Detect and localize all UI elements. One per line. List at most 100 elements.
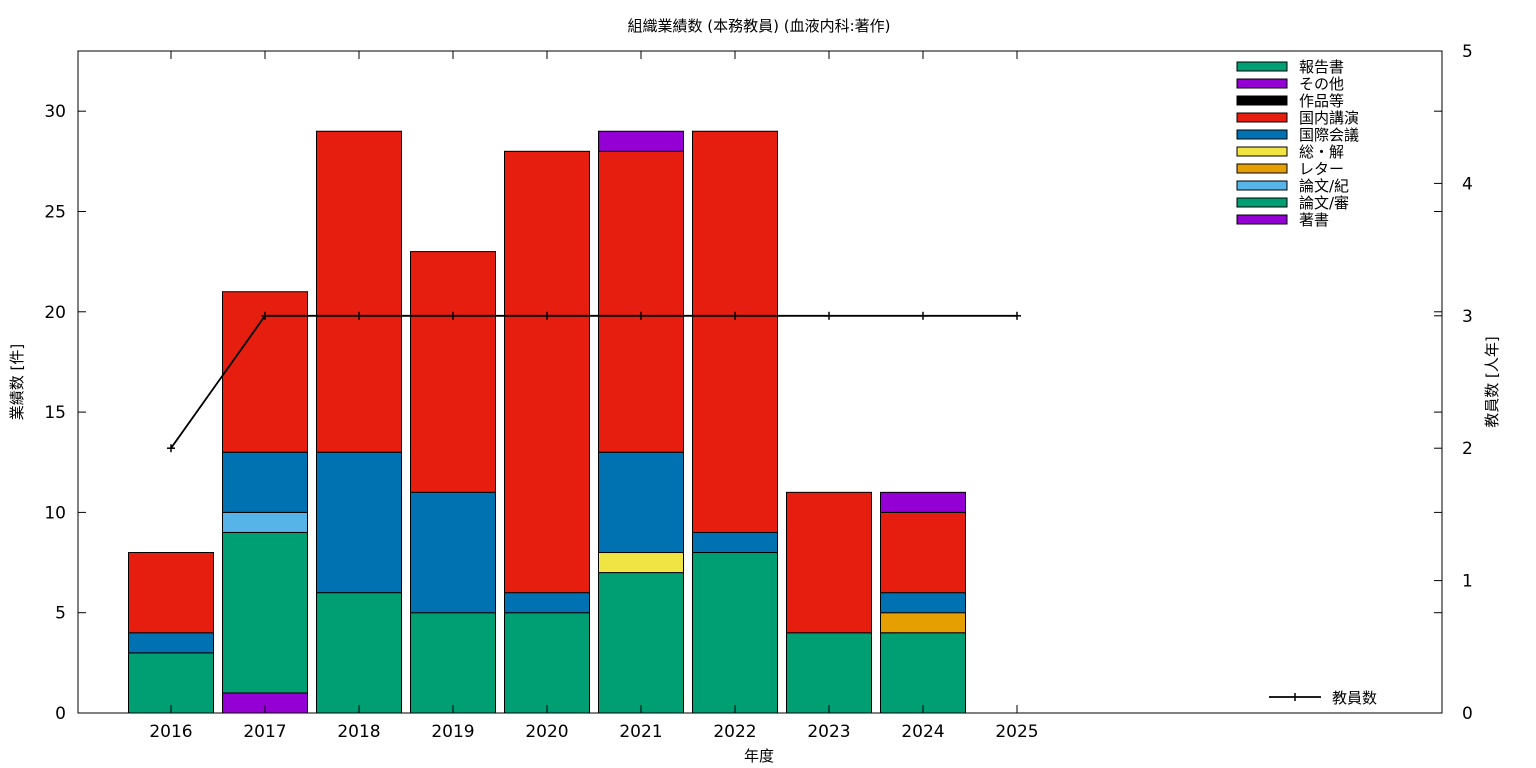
- x-tick-label: 2021: [619, 722, 662, 742]
- legend-item: 総・解: [1236, 143, 1344, 161]
- legend-label: その他: [1299, 75, 1344, 93]
- bar-segment: [128, 632, 214, 654]
- y-tick-label: 15: [44, 403, 66, 423]
- legend-item: その他: [1236, 75, 1344, 93]
- legend-label: 著書: [1299, 211, 1329, 229]
- x-tick-label: 2018: [337, 722, 380, 742]
- line-point: [637, 311, 645, 320]
- legend-label: レター: [1299, 160, 1344, 178]
- legend-item: 作品等: [1236, 92, 1344, 110]
- legend-swatch: [1236, 129, 1288, 140]
- x-tick-label: 2019: [431, 722, 474, 742]
- x-tick-label: 2016: [149, 722, 192, 742]
- bar-segment: [880, 592, 966, 614]
- legend-label: 論文/審: [1299, 194, 1349, 212]
- bar-segment: [128, 552, 214, 634]
- legend-swatch: [1236, 214, 1288, 225]
- x-tick-label: 2022: [713, 722, 756, 742]
- y2-tick-label: 3: [1462, 307, 1473, 327]
- y2-tick-label: 5: [1462, 42, 1473, 62]
- bar-segment: [316, 130, 402, 453]
- bar-segment: [598, 451, 684, 554]
- bar-segment: [598, 150, 684, 453]
- y2-tick-label: 0: [1462, 704, 1473, 724]
- y-tick-label: 25: [44, 202, 66, 222]
- y-tick-label: 10: [44, 503, 66, 523]
- chart-title: 組織業績数 (本務教員) (血液内科:著作): [628, 17, 891, 35]
- legend-item: 国際会議: [1236, 126, 1359, 144]
- x-tick-label: 2017: [243, 722, 286, 742]
- bar-segment: [222, 531, 308, 694]
- legend-swatch: [1236, 197, 1288, 208]
- legend-item: レター: [1236, 160, 1344, 178]
- legend-item: 論文/紀: [1236, 177, 1349, 195]
- bar-segment: [222, 451, 308, 513]
- y2-tick-label: 1: [1462, 572, 1473, 592]
- legend-swatch: [1236, 163, 1288, 174]
- y-tick-label: 5: [55, 604, 66, 624]
- legend-swatch: [1236, 112, 1288, 123]
- line-point: [731, 311, 739, 320]
- legend-label: 総・解: [1299, 143, 1344, 161]
- line-point: [449, 311, 457, 320]
- legend-label: 報告書: [1299, 58, 1344, 76]
- bar-segment: [880, 612, 966, 634]
- bar-segment: [692, 130, 778, 533]
- y-tick-label: 0: [55, 704, 66, 724]
- bar-segment: [410, 612, 496, 714]
- bar-segment: [786, 632, 872, 714]
- bar-segment: [316, 451, 402, 594]
- bar-segment: [504, 612, 590, 714]
- bar-segment: [410, 251, 496, 493]
- legend-swatch: [1236, 61, 1288, 72]
- bar-segment: [598, 552, 684, 574]
- legend-label: 作品等: [1299, 92, 1344, 110]
- legend-label: 論文/紀: [1299, 177, 1349, 195]
- bar-segment: [222, 511, 308, 533]
- bar-segment: [692, 531, 778, 554]
- bar-segment: [598, 572, 684, 714]
- y2-axis-label: 教員数 [人年]: [1483, 336, 1501, 427]
- x-tick-label: 2020: [525, 722, 568, 742]
- bar-segment: [128, 652, 214, 714]
- legend-item: 国内講演: [1236, 109, 1359, 127]
- plot-area: [77, 50, 1443, 714]
- legend-item: 報告書: [1236, 58, 1344, 76]
- bar-segment: [598, 130, 684, 152]
- legend-label: 教員数: [1332, 689, 1377, 707]
- line-point: [1013, 311, 1021, 320]
- legend-item: 著書: [1236, 211, 1329, 229]
- line-point: [167, 444, 175, 453]
- line-point: [543, 311, 551, 320]
- y2-tick-label: 4: [1462, 174, 1473, 194]
- x-tick-label: 2024: [901, 722, 944, 742]
- y2-tick-label: 2: [1462, 439, 1473, 459]
- bar-segment: [316, 592, 402, 714]
- legend-swatch: [1236, 146, 1288, 157]
- y-tick-label: 20: [44, 303, 66, 323]
- legend-item: 論文/審: [1236, 194, 1349, 212]
- bar-segment: [504, 150, 590, 594]
- bar-segment: [786, 491, 872, 634]
- legend-swatch: [1236, 180, 1288, 191]
- bar-segment: [692, 552, 778, 714]
- line-point: [261, 311, 269, 320]
- x-axis-label: 年度: [744, 747, 774, 765]
- legend-item-line: 教員数: [1269, 689, 1377, 707]
- line-series-faculty: [170, 314, 1017, 449]
- x-tick-label: 2023: [807, 722, 850, 742]
- bar-segment: [880, 632, 966, 714]
- bar-segment: [410, 491, 496, 614]
- y-tick-label: 30: [44, 102, 66, 122]
- y-axis-label: 業績数 [件]: [8, 344, 26, 420]
- legend-label: 国内講演: [1299, 109, 1359, 127]
- legend-swatch: [1236, 78, 1288, 89]
- line-point: [355, 311, 363, 320]
- bar-segment: [504, 592, 590, 614]
- bar-segment: [880, 491, 966, 513]
- line-point: [919, 311, 927, 320]
- legend-label: 国際会議: [1299, 126, 1359, 144]
- bar-segment: [880, 511, 966, 594]
- line-point: [825, 311, 833, 320]
